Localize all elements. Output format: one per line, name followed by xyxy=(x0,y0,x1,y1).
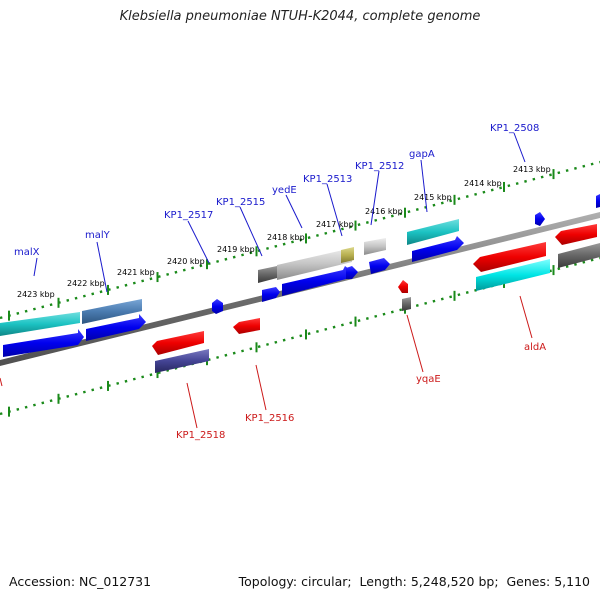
gene-yedE-box[interactable] xyxy=(277,248,352,280)
gene-yqaE-arrow[interactable] xyxy=(398,280,408,293)
gene-malX-arrow[interactable] xyxy=(3,329,84,357)
gene-small-fwd-a[interactable] xyxy=(212,299,223,314)
gene-label-KP1_2513[interactable]: KP1_2513 xyxy=(303,174,352,185)
kbp-tick-labels: 2413 kbp 2414 kbp 2415 kbp 2416 kbp 2417… xyxy=(17,165,551,299)
offscreen-label-mark xyxy=(0,377,3,387)
gene-edge-rev-a[interactable] xyxy=(555,224,597,245)
accession-value: NC_012731 xyxy=(79,574,152,589)
gene-label-yedE[interactable]: yedE xyxy=(272,185,297,196)
gene-gapA-box[interactable] xyxy=(407,219,459,245)
map-title: Klebsiella pneumoniae NTUH-K2044, comple… xyxy=(119,9,481,24)
tick-label-2414: 2414 kbp xyxy=(464,179,502,188)
topology-label: Topology: xyxy=(238,574,298,589)
gene-yedE-end[interactable] xyxy=(341,247,354,263)
gene-label-aldA[interactable]: aldA xyxy=(524,342,546,353)
tick-label-2419: 2419 kbp xyxy=(217,245,255,254)
gene-label-malY[interactable]: malY xyxy=(85,230,111,241)
gene-label-KP1_2512[interactable]: KP1_2512 xyxy=(355,161,404,172)
gene-KP1_2513-arrow[interactable] xyxy=(346,266,358,279)
gene-label-yqaE[interactable]: yqaE xyxy=(416,374,441,385)
gene-aldA-arrow[interactable] xyxy=(473,242,546,272)
tick-label-2415: 2415 kbp xyxy=(414,193,452,202)
gene-KP1_2516-arrow[interactable] xyxy=(233,318,260,334)
gene-KP1_2518-arrow[interactable] xyxy=(152,331,204,355)
gene-label-KP1_2515[interactable]: KP1_2515 xyxy=(216,197,265,208)
tick-label-2420: 2420 kbp xyxy=(167,257,205,266)
gene-gapA-arrow[interactable] xyxy=(412,236,464,262)
separator: ; xyxy=(494,574,503,589)
gene-malY-arrow[interactable] xyxy=(86,314,146,341)
genes-label: Genes: xyxy=(506,574,551,589)
gene-KP1_2512-box[interactable] xyxy=(364,238,386,255)
separator: ; xyxy=(347,574,356,589)
gene-label-KP1_2518[interactable]: KP1_2518 xyxy=(176,430,225,441)
gene-label-KP1_2517[interactable]: KP1_2517 xyxy=(164,210,213,221)
gene-KP1_2508-arrow[interactable] xyxy=(535,212,545,226)
gene-label-KP1_2508[interactable]: KP1_2508 xyxy=(490,123,539,134)
tick-label-2418: 2418 kbp xyxy=(267,233,305,242)
gene-label-gapA[interactable]: gapA xyxy=(409,149,435,160)
genome-stats: Topology: circular; Length: 5,248,520 bp… xyxy=(239,574,590,589)
gene-KP1_2515-arrow[interactable] xyxy=(262,287,280,302)
gene-yedE-arrow[interactable] xyxy=(282,266,353,296)
gene-label-KP1_2516[interactable]: KP1_2516 xyxy=(245,413,294,424)
gene-label-malX[interactable]: malX xyxy=(14,247,40,258)
reverse-gene-labels: aldA yqaE KP1_2516 KP1_2518 xyxy=(176,342,546,441)
tick-label-2422: 2422 kbp xyxy=(67,279,105,288)
gene-edge-fwd[interactable] xyxy=(596,194,600,208)
gene-yqaE-box[interactable] xyxy=(402,297,411,311)
length-label: Length: xyxy=(359,574,407,589)
upper-ruler xyxy=(0,160,600,320)
accession-info: Accession: NC_012731 xyxy=(9,574,151,589)
tick-label-2423: 2423 kbp xyxy=(17,290,55,299)
tick-label-2413: 2413 kbp xyxy=(513,165,551,174)
gene-KP1_2518-box[interactable] xyxy=(155,349,209,373)
forward-strand-features xyxy=(0,194,600,357)
tick-label-2417: 2417 kbp xyxy=(316,220,354,229)
accession-label: Accession: xyxy=(9,574,76,589)
gene-aldA-box[interactable] xyxy=(476,259,550,291)
gene-malX-box[interactable] xyxy=(0,312,80,336)
forward-gene-labels: KP1_2508 gapA KP1_2512 KP1_2513 yedE KP1… xyxy=(14,123,539,258)
gene-KP1_2512-arrow[interactable] xyxy=(369,258,390,274)
tick-label-2421: 2421 kbp xyxy=(117,268,155,277)
gene-malY-box[interactable] xyxy=(82,299,142,324)
topology-value: circular xyxy=(301,574,348,589)
gene-KP1_2515-box[interactable] xyxy=(258,266,277,283)
reverse-strand-features xyxy=(152,224,600,373)
tick-label-2416: 2416 kbp xyxy=(365,207,403,216)
gene-edge-rev-b[interactable] xyxy=(558,243,600,268)
label-leader-lines xyxy=(33,132,533,429)
genes-value: 5,110 xyxy=(554,574,590,589)
length-value: 5,248,520 bp xyxy=(410,574,495,589)
